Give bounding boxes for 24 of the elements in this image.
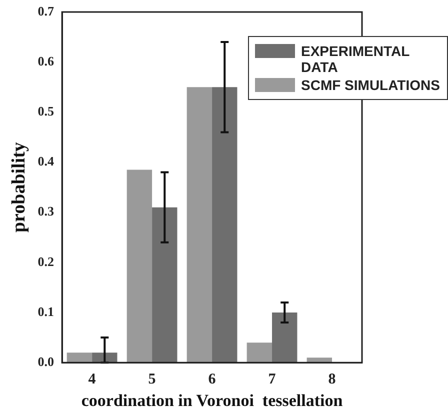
legend-label: EXPERIMENTAL DATA — [301, 43, 410, 75]
bar — [152, 207, 178, 363]
bar — [126, 170, 152, 363]
x-tick-label: 8 — [328, 371, 336, 388]
bar — [66, 352, 92, 363]
bar — [272, 312, 298, 363]
y-tick-label: 0.6 — [38, 53, 55, 68]
legend-label: SCMF SIMULATIONS — [301, 77, 440, 93]
y-axis-title: probability — [8, 142, 30, 233]
x-tick-label: 4 — [88, 371, 96, 388]
x-tick-label: 5 — [148, 371, 156, 388]
bar — [246, 342, 272, 363]
y-tick-label: 0.5 — [38, 104, 55, 119]
y-tick-label: 0.7 — [38, 3, 55, 18]
y-tick-label: 0.0 — [38, 354, 54, 369]
bar — [212, 87, 238, 363]
x-tick-label: 7 — [268, 371, 276, 388]
y-tick-label: 0.4 — [38, 154, 55, 169]
y-tick-label: 0.3 — [38, 204, 55, 219]
x-axis-title: coordination in Voronoi tessellation — [81, 391, 344, 410]
x-tick-label: 6 — [208, 371, 216, 388]
bar — [186, 87, 212, 363]
y-tick-label: 0.2 — [38, 254, 54, 269]
y-tick-label: 0.1 — [38, 304, 54, 319]
